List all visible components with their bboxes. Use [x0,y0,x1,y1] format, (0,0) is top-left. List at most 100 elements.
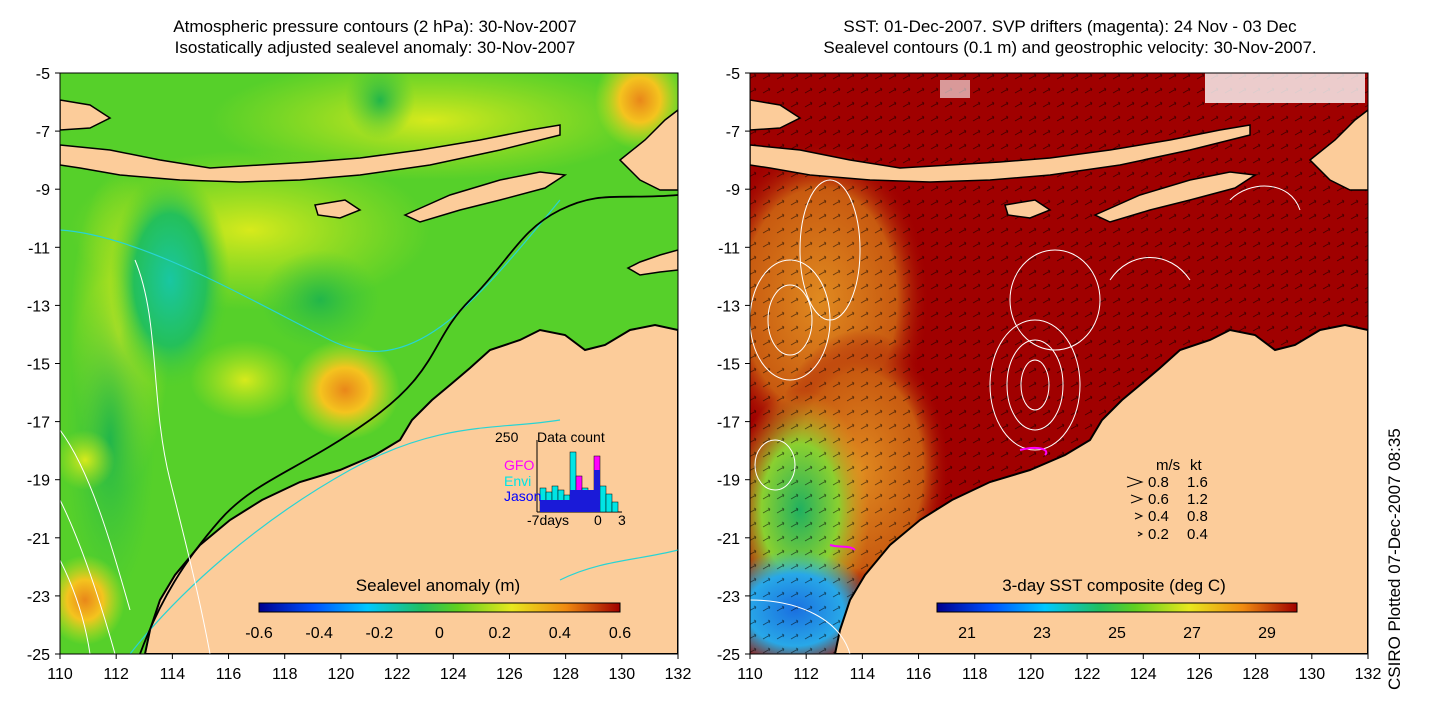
velocity-kt-1: 1.6 [1187,474,1208,491]
colorbar-tick-label: -0.2 [366,625,394,642]
left-title-line2: Isostatically adjusted sealevel anomaly:… [174,38,576,57]
left-lon-label: 122 [384,666,411,683]
legend-envi: Envi [504,473,531,489]
right-lat-label: -9 [726,182,740,199]
left-title-line1: Atmospheric pressure contours (2 hPa): 3… [173,17,577,36]
right-lon-label: 122 [1074,666,1101,683]
colorbar-tick-label: 27 [1183,625,1201,642]
velocity-legend: m/s kt 0.8 1.6 0.6 1.2 0.4 0.8 0.2 0.4 [1126,457,1208,543]
left-lat-label: -25 [27,647,50,664]
right-lon-label: 112 [793,666,819,683]
left-lat-label: -17 [27,415,50,432]
right-lon-label: 126 [1186,666,1213,683]
right-title-line1: SST: 01-Dec-2007. SVP drifters (magenta)… [843,17,1297,36]
left-lat-label: -23 [27,589,50,606]
left-lon-label: 112 [103,666,129,683]
java-coast [750,99,802,131]
left-lon-label: 132 [665,666,692,683]
inset-x-right: 3 [618,512,626,528]
colorbar-tick-label: 21 [958,625,976,642]
right-lat-label: -21 [717,531,740,548]
timor-island [1093,171,1258,223]
australia-land [143,323,678,654]
left-lon-label: 126 [496,666,523,683]
left-lon-label: 130 [608,666,635,683]
left-colorbar-ticks: -0.6 -0.4 -0.2 0 0.2 0.4 0.6 [245,625,631,642]
velocity-kt-2: 1.2 [1187,491,1208,508]
left-lat-label: -5 [36,66,50,83]
sealevel-anomaly-map: 110 112 114 116 118 120 122 124 126 128 130 132 -5 -7… [27,66,692,683]
sst-map: 110 112 114 116 118 120 122 124 126 128 130 132 -5 -7… [717,66,1382,683]
right-panel-title: SST: 01-Dec-2007. SVP drifters (magenta)… [720,16,1420,58]
left-panel-title: Atmospheric pressure contours (2 hPa): 3… [40,16,710,58]
right-lat-label: -23 [717,589,740,606]
right-lat-label: -17 [717,415,740,432]
velocity-kt-3: 0.8 [1187,508,1208,525]
velocity-ms-3: 0.4 [1148,508,1169,525]
left-colorbar [258,602,621,613]
sumba-island [314,199,362,219]
inset-title: Data count [537,429,605,445]
colorbar-tick-label: 25 [1108,625,1126,642]
colorbar-tick-label: 23 [1033,625,1051,642]
timor-island [403,171,568,223]
inset-x-left: -7days [527,512,569,528]
left-lon-label: 114 [160,666,186,683]
right-lat-label: -5 [726,66,740,83]
legend-jason: Jason [504,488,541,504]
left-lon-label: 116 [216,666,242,683]
right-lon-label: 128 [1242,666,1269,683]
tanimbar-land [618,109,678,191]
credit-label: CSIRO Plotted 07-Dec-2007 08:35 [1385,428,1404,690]
right-lat-label: -13 [717,298,740,315]
right-colorbar-ticks: 21 23 25 27 29 [958,625,1276,642]
tanimbar-land [1308,109,1368,191]
inset-x-mid: 0 [594,512,602,528]
data-count-inset: 250 Data count GFO Envi Jason -7days 0 3 [495,429,626,528]
right-lat-label: -11 [718,240,740,257]
inset-count-label: 250 [495,429,519,445]
left-lat-label: -13 [27,298,50,315]
colorbar-tick-label: 0.2 [489,625,511,642]
left-lat-label: -7 [36,124,50,141]
velocity-ms-2: 0.6 [1148,491,1169,508]
australia-land [833,323,1368,654]
legend-gfo: GFO [504,457,534,473]
velocity-kt-4: 0.4 [1187,526,1208,543]
velocity-ms-1: 0.8 [1148,474,1169,491]
right-lat-label: -7 [726,124,740,141]
nusa-tenggara [750,124,1251,183]
right-lon-label: 130 [1298,666,1325,683]
right-lat-label: -19 [717,473,740,490]
colorbar-tick-label: 29 [1258,625,1276,642]
sumba-island [1004,199,1052,219]
right-lat-label: -25 [717,647,740,664]
right-lon-label: 110 [737,666,763,683]
nusa-tenggara [60,124,561,183]
right-lon-label: 114 [850,666,876,683]
right-lon-label: 120 [1018,666,1045,683]
right-axes: 110 112 114 116 118 120 122 124 126 128 130 132 -5 -7… [717,66,1382,683]
left-lat-label: -11 [28,240,50,257]
colorbar-tick-label: 0.6 [609,625,631,642]
right-title-line2: Sealevel contours (0.1 m) and geostrophi… [823,38,1317,57]
right-lon-label: 116 [906,666,932,683]
right-lon-label: 118 [962,666,988,683]
right-colorbar [936,602,1298,613]
right-colorbar-title: 3-day SST composite (deg C) [1002,576,1226,595]
left-lat-label: -21 [27,531,50,548]
left-lon-label: 118 [272,666,298,683]
left-lon-label: 128 [552,666,579,683]
left-lon-label: 120 [328,666,355,683]
right-lat-label: -15 [717,357,740,374]
colorbar-tick-label: -0.6 [245,625,273,642]
java-coast [60,99,112,131]
arnhem-land [626,249,678,276]
right-lon-label: 124 [1130,666,1157,683]
colorbar-tick-label: 0.4 [549,625,571,642]
velocity-header-kt: kt [1190,457,1203,474]
left-colorbar-title: Sealevel anomaly (m) [356,576,520,595]
velocity-ms-4: 0.2 [1148,526,1169,543]
colorbar-tick-label: 0 [435,625,444,642]
left-axes: 110 112 114 116 118 120 122 124 126 128 130 132 -5 -7… [27,66,692,683]
